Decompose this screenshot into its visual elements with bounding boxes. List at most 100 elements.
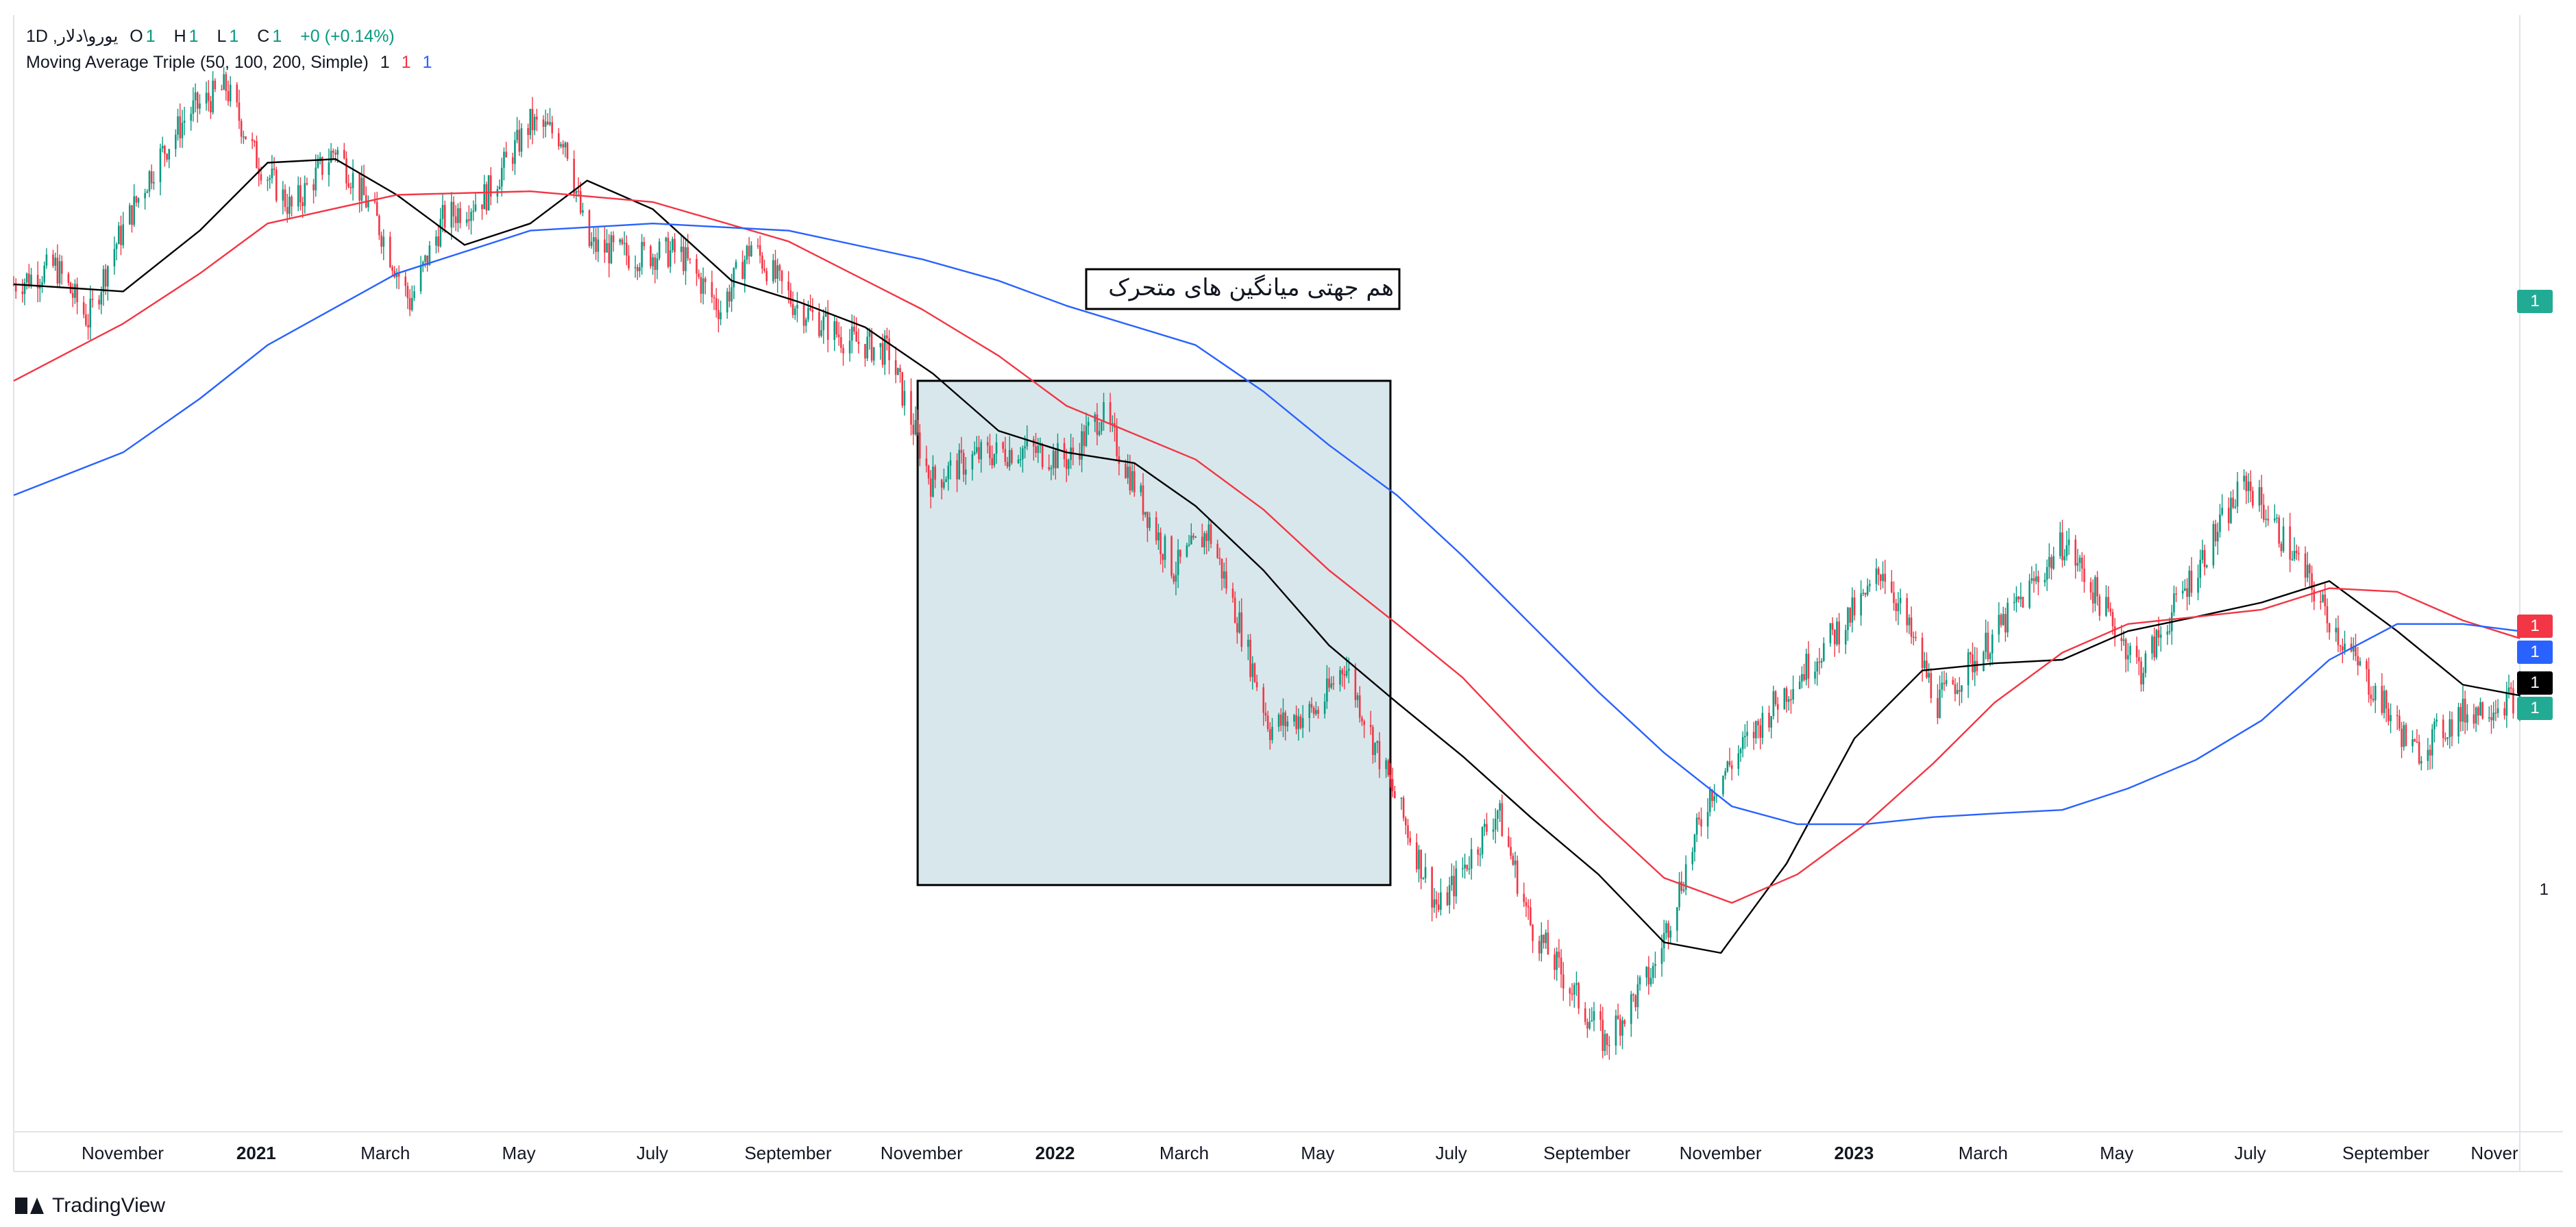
candle-body	[1575, 983, 1578, 985]
candle-body	[1293, 715, 1295, 722]
time-axis-label: 2022	[1035, 1143, 1075, 1163]
candle-body	[1041, 444, 1044, 467]
candle-body	[995, 442, 998, 454]
candle-body	[1619, 1019, 1621, 1036]
candle-body	[562, 144, 564, 148]
candle-body	[1921, 637, 1924, 669]
highlight-box[interactable]	[916, 380, 1392, 887]
candle-body	[564, 142, 567, 148]
candle-body	[161, 145, 164, 149]
tradingview-logo[interactable]: TradingView	[15, 1194, 165, 1217]
candle-body	[1112, 423, 1114, 425]
candle-body	[14, 284, 17, 292]
candle-body	[1326, 678, 1328, 702]
candle-body	[2035, 576, 2037, 582]
candle-body	[1961, 685, 1963, 692]
candle-body	[2094, 577, 2096, 604]
candle-body	[2324, 594, 2327, 606]
ma-lines-layer	[13, 158, 2520, 954]
candle-body	[2050, 557, 2052, 569]
candle-body	[153, 182, 155, 184]
candle-body	[2326, 606, 2329, 623]
candle-body	[551, 122, 553, 134]
candle-body	[704, 278, 707, 282]
candle-body	[1262, 687, 1265, 713]
candle-body	[1785, 688, 1788, 702]
candle-body	[774, 260, 776, 280]
candle-body	[1820, 660, 1823, 663]
candle-body	[131, 205, 133, 225]
candle-body	[1545, 932, 1547, 943]
candle-body	[395, 273, 398, 277]
candle-body	[2175, 593, 2177, 595]
candle-body	[696, 258, 698, 274]
candle-body	[1431, 867, 1433, 908]
candle-body	[1829, 623, 1832, 643]
candle-body	[56, 258, 59, 284]
candle-body	[912, 425, 914, 435]
candle-body	[1836, 621, 1838, 645]
candle-body	[137, 198, 140, 203]
candle-body	[826, 313, 829, 340]
annotation-label-box[interactable]	[1085, 268, 1401, 310]
candle-body	[1378, 741, 1381, 769]
candle-body	[2089, 582, 2092, 593]
candle-body	[2481, 702, 2484, 719]
candle-body	[1774, 691, 1777, 704]
candle-body	[192, 100, 195, 114]
indicator-legend[interactable]: Moving Average Triple (50, 100, 200, Sim…	[26, 53, 439, 73]
candle-body	[2337, 628, 2340, 645]
candle-body	[536, 116, 538, 120]
candle-body	[474, 204, 477, 211]
symbol-name[interactable]: یورو\دلار, 1D	[26, 27, 119, 46]
candle-body	[1695, 817, 1698, 835]
candle-body	[2129, 645, 2131, 656]
candle-body	[575, 190, 578, 194]
candle-body	[894, 360, 897, 375]
candle-body	[2155, 630, 2158, 658]
candle-body	[2322, 594, 2324, 602]
candle-body	[1323, 702, 1326, 714]
candle-body	[1954, 684, 1956, 694]
candle-body	[1527, 906, 1530, 908]
candle-body	[1700, 819, 1702, 827]
time-axis-label: July	[2234, 1143, 2266, 1163]
indicator-name[interactable]: Moving Average Triple (50, 100, 200, Sim…	[26, 53, 369, 72]
candle-body	[1516, 860, 1519, 894]
candle-body	[1127, 467, 1129, 478]
candle-body	[1050, 468, 1053, 470]
candle-body	[750, 245, 752, 257]
candle-body	[273, 169, 275, 170]
candle-body	[2109, 608, 2112, 612]
candle-body	[962, 452, 965, 475]
candle-body	[1251, 663, 1254, 678]
candle-body	[1744, 735, 1746, 737]
candle-body	[711, 282, 713, 297]
candle-body	[144, 193, 146, 199]
candle-body	[698, 273, 700, 277]
candle-body	[1170, 536, 1173, 576]
candle-body	[658, 241, 661, 259]
candle-body	[1341, 670, 1343, 675]
candle-body	[21, 291, 24, 295]
candle-body	[1391, 779, 1394, 792]
candle-body	[2243, 475, 2245, 482]
candle-body	[87, 325, 89, 327]
candle-body	[901, 372, 904, 406]
candle-body	[916, 420, 919, 433]
candle-body	[1103, 402, 1105, 422]
candle-body	[533, 116, 536, 131]
candle-body	[976, 447, 978, 452]
candle-body	[639, 267, 641, 271]
candles-layer	[12, 66, 2521, 1060]
candle-body	[2113, 626, 2116, 639]
candle-body	[289, 197, 291, 214]
candle-body	[1895, 603, 1898, 612]
candle-body	[2124, 639, 2127, 660]
candle-body	[1339, 670, 1341, 685]
candle-body	[30, 275, 32, 286]
candle-body	[1345, 671, 1348, 676]
candle-body	[1253, 663, 1256, 682]
candle-body	[2015, 596, 2017, 602]
